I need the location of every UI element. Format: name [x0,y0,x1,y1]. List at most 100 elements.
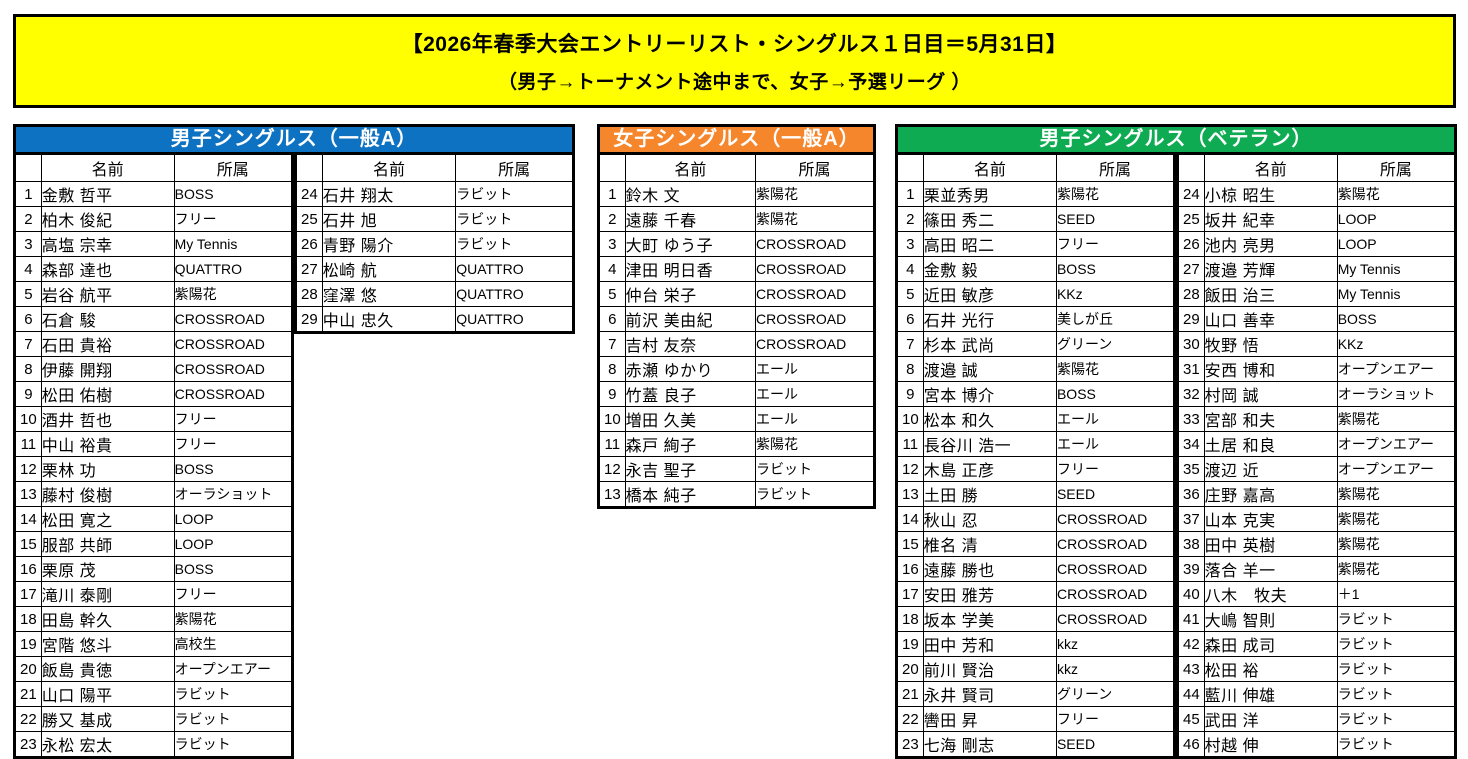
entry-row: 5 近田 敏彦 KKz [896,281,1176,307]
entry-number: 34 [1177,431,1205,457]
entry-affiliation: KKz [1336,331,1457,357]
affiliation-column-header: 所属 [755,153,875,182]
entry-number: 3 [896,231,924,257]
entry-row: 13 土田 勝 SEED [896,481,1176,507]
affiliation-column-header: 所属 [455,153,574,182]
entry-name: 渡邉 誠 [922,356,1057,382]
entry-name: 松田 裕 [1203,656,1338,682]
entry-name: 山口 陽平 [40,681,175,707]
entry-row: 39 落合 羊一 紫陽花 [1177,556,1457,582]
entry-name: 藍川 伸雄 [1203,681,1338,707]
entry-name: 渡辺 近 [1203,456,1338,482]
entry-row: 46 村越 伸 ラビット [1177,731,1457,758]
entry-name: 近田 敏彦 [922,281,1057,307]
entry-affiliation: エール [755,406,875,432]
entry-affiliation: QUATTRO [455,306,574,333]
entry-row: 10 増田 久美 エール [598,406,875,432]
entry-number: 13 [598,481,626,508]
entry-name: 土田 勝 [922,481,1057,507]
entry-number: 4 [14,256,42,282]
entry-row: 18 田島 幹久 紫陽花 [14,606,294,632]
entry-affiliation: オープンエアー [1336,356,1457,382]
entry-row: 37 山本 克実 紫陽花 [1177,506,1457,532]
entry-name: 栗林 功 [40,456,175,482]
entry-number: 14 [14,506,42,532]
entry-name: 前沢 美由紀 [624,306,757,332]
entry-number: 5 [896,281,924,307]
entry-affiliation: ラビット [1336,656,1457,682]
entry-row: 12 木島 正彦 フリー [896,456,1176,482]
entry-affiliation: kkz [1055,656,1176,682]
entry-number: 1 [598,181,626,207]
entry-name: 牧野 悟 [1203,331,1338,357]
entry-number: 26 [1177,231,1205,257]
entry-affiliation: ラビット [455,181,574,207]
entry-number: 30 [1177,331,1205,357]
entry-affiliation: ラビット [1336,631,1457,657]
entry-affiliation: 紫陽花 [1336,531,1457,557]
entry-affiliation: フリー [1055,231,1176,257]
entry-number: 8 [598,356,626,382]
entry-name: 増田 久美 [624,406,757,432]
entry-row: 13 橋本 純子 ラビット [598,481,875,508]
entry-row: 2 遠藤 千春 紫陽花 [598,206,875,232]
entry-row: 5 仲台 栄子 CROSSROAD [598,281,875,307]
entry-row: 6 石倉 駿 CROSSROAD [14,306,294,332]
column-header-row: 名前 所属 [14,153,294,182]
entry-number: 16 [14,556,42,582]
entry-affiliation: CROSSROAD [1055,581,1176,607]
entry-name: 松田 佑樹 [40,381,175,407]
entry-affiliation: ラビット [755,481,875,508]
entry-row: 44 藍川 伸雄 ラビット [1177,681,1457,707]
entry-number: 7 [896,331,924,357]
entry-name: 松田 寛之 [40,506,175,532]
entry-affiliation: オープンエアー [1336,431,1457,457]
entry-number: 33 [1177,406,1205,432]
entry-row: 15 椎名 清 CROSSROAD [896,531,1176,557]
entry-row: 8 渡邉 誠 紫陽花 [896,356,1176,382]
entry-row: 3 高塩 宗幸 My Tennis [14,231,294,257]
entry-affiliation: CROSSROAD [1055,606,1176,632]
entry-row: 45 武田 洋 ラビット [1177,706,1457,732]
entry-number: 19 [14,631,42,657]
entry-number: 25 [1177,206,1205,232]
entry-name: 大町 ゆう子 [624,231,757,257]
entry-name: 鈴木 文 [624,181,757,207]
entry-name: 杉本 武尚 [922,331,1057,357]
entry-number: 10 [896,406,924,432]
entry-number: 11 [896,431,924,457]
entry-affiliation: 紫陽花 [755,206,875,232]
entry-affiliation: KKz [1055,281,1176,307]
entry-name: 宮部 和夫 [1203,406,1338,432]
entry-affiliation: CROSSROAD [755,256,875,282]
entry-affiliation: フリー [173,206,294,232]
entry-row: 22 勝又 基成 ラビット [14,706,294,732]
entry-affiliation: ラビット [173,706,294,732]
entry-number: 1 [896,181,924,207]
entry-name: 坂本 学美 [922,606,1057,632]
entry-affiliation: CROSSROAD [755,306,875,332]
entry-row: 35 渡辺 近 オープンエアー [1177,456,1457,482]
entry-row: 4 森部 達也 QUATTRO [14,256,294,282]
entry-name: 篠田 秀二 [922,206,1057,232]
entry-name: 青野 陽介 [321,231,457,257]
entry-affiliation: My Tennis [173,231,294,257]
entry-name: 赤瀬 ゆかり [624,356,757,382]
entry-affiliation: 紫陽花 [755,181,875,207]
name-column-header: 名前 [1203,153,1338,182]
entry-number: 2 [598,206,626,232]
entry-affiliation: 紫陽花 [1336,181,1457,207]
entry-name: 永井 賢司 [922,681,1057,707]
entry-name: 藤村 俊樹 [40,481,175,507]
entry-name: 中山 忠久 [321,306,457,333]
entry-name: 橋本 純子 [624,481,757,508]
entry-affiliation: QUATTRO [455,281,574,307]
entry-affiliation: ラビット [1336,606,1457,632]
entry-row: 40 八木 牧夫 ＋1 [1177,581,1457,607]
entry-row: 13 藤村 俊樹 オーラショット [14,481,294,507]
entry-name: 山本 克実 [1203,506,1338,532]
entry-number: 35 [1177,456,1205,482]
entry-name: 石田 貴裕 [40,331,175,357]
entry-name: 七海 剛志 [922,731,1057,758]
entry-affiliation: フリー [173,406,294,432]
